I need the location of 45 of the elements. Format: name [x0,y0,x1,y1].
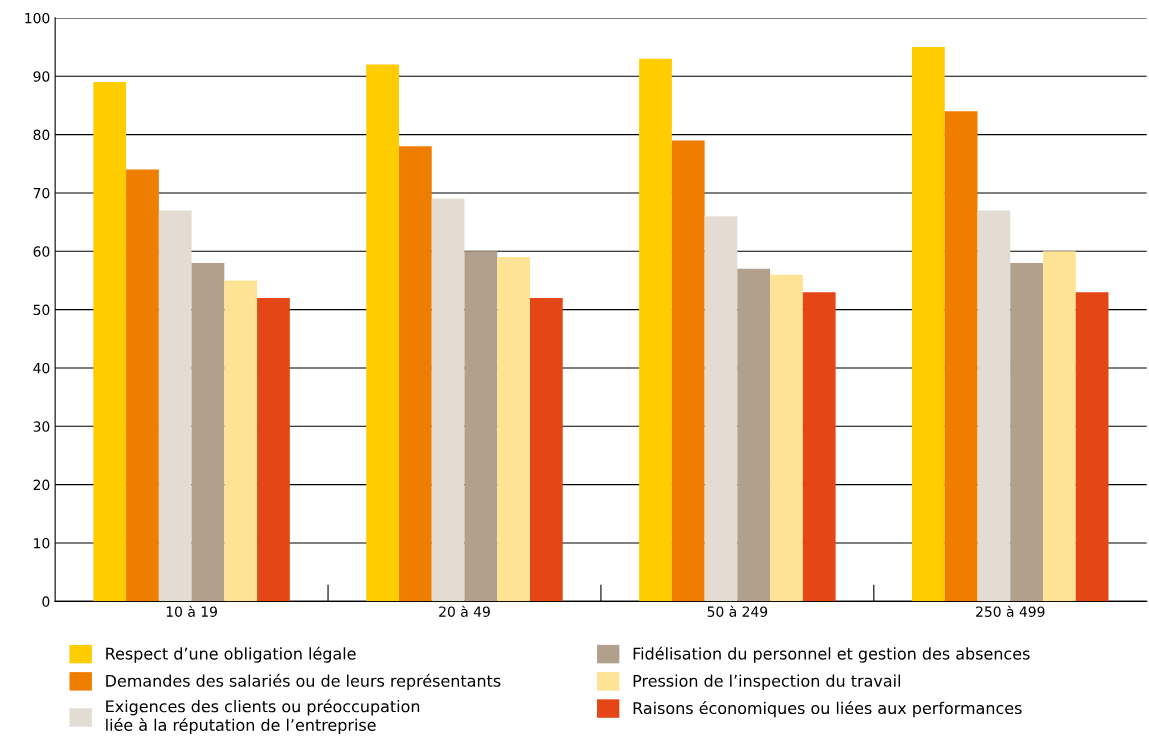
legend-label: Pression de l’inspection du travail [633,674,900,690]
bar [671,140,705,602]
bar [944,111,978,602]
bar [257,297,290,602]
y-tick-label: 60 [33,246,50,257]
bar [639,58,672,602]
bar [1075,292,1109,602]
legend-label: Respect d’une obligation légale [106,646,356,663]
legend-label: Raisons économiques ou liées aux performances [633,701,1022,718]
y-tick-label: 80 [33,129,50,141]
bar [431,198,465,602]
bar [224,280,258,602]
bar [158,210,192,602]
y-tick-label: 30 [33,421,50,432]
bar [93,82,127,602]
bar [126,169,159,602]
y-tick-label: 100 [25,12,50,24]
bar [737,268,771,602]
bar [1043,251,1076,602]
legend-label: Exigences des clients ou préoccupation liée à la réputation de l’entreprise [106,699,420,735]
bar [529,297,563,602]
y-tick-label: 50 [33,304,50,316]
y-tick-label: 10 [34,537,50,549]
bar [398,146,432,602]
bar [1010,262,1043,602]
x-tick-label: 20 à 49 [439,605,490,617]
y-tick-label: 90 [33,71,50,82]
bar [802,292,836,602]
bar [912,47,945,602]
bar [497,257,530,602]
y-tick-label: 70 [33,187,50,199]
x-tick-label: 10 à 19 [166,605,217,617]
bar [464,251,498,602]
y-tick-label: 0 [42,596,50,607]
x-tick-label: 50 à 249 [707,605,768,617]
bar [191,262,225,602]
y-tick-label: 20 [33,479,50,491]
x-tick-label: 250 à 499 [976,605,1045,617]
y-tick-label: 40 [33,362,50,374]
legend-label: Fidélisation du personnel et gestion des absences [633,646,1030,663]
bar [770,274,803,602]
bar [704,216,738,602]
legend-label: Demandes des salariés ou de leurs représentants [106,673,501,690]
bar [366,64,399,602]
bar [977,210,1011,602]
